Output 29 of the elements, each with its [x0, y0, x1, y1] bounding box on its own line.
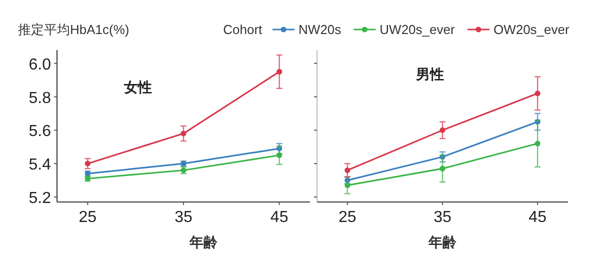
- y-tick-label: 6.0: [28, 56, 52, 74]
- x-tick-label: 35: [174, 209, 192, 226]
- point: [180, 130, 186, 136]
- y-tick-label: 5.2: [28, 190, 52, 207]
- point: [84, 160, 90, 166]
- y-tick-label: 5.6: [28, 123, 52, 140]
- y-tick-label: 5.8: [28, 90, 52, 107]
- point: [344, 182, 350, 188]
- point: [440, 166, 446, 172]
- point: [440, 127, 446, 133]
- x-tick-label: 25: [338, 209, 356, 226]
- x-tick-label: 45: [528, 209, 547, 226]
- legend-label: NW20s: [298, 22, 342, 37]
- text: 女性: [122, 79, 152, 95]
- point: [534, 90, 540, 96]
- legend-title: Cohort: [223, 22, 263, 37]
- x-tick-label: 25: [78, 209, 97, 226]
- x-tick-label: 35: [434, 209, 452, 226]
- point: [344, 167, 350, 174]
- x-axis-title: 年齢: [188, 234, 218, 250]
- text: 男性: [414, 66, 444, 82]
- legend-label: OW20s_ever: [493, 22, 570, 37]
- y-axis-title: 推定平均HbA1c(%): [18, 22, 130, 37]
- y-tick-label: 5.4: [28, 156, 52, 174]
- point: [534, 140, 540, 146]
- point: [276, 68, 282, 75]
- x-axis-title: 年齢: [428, 234, 458, 250]
- x-tick-label: 45: [270, 209, 288, 226]
- legend-label: UW20s_ever: [380, 22, 456, 37]
